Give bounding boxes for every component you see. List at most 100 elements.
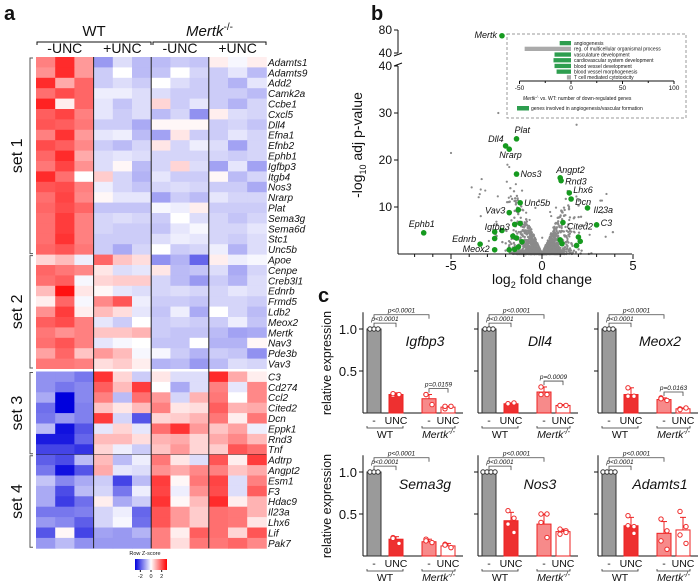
data-point xyxy=(526,242,529,245)
gene-label: Nos3 xyxy=(268,183,292,194)
heatmap-cell xyxy=(228,413,248,424)
heatmap-cell xyxy=(112,67,133,79)
heatmap-cell xyxy=(93,254,114,266)
data-point xyxy=(484,189,487,192)
heatmap-cell xyxy=(112,527,133,539)
data-point xyxy=(516,232,519,235)
heatmap-cell xyxy=(170,161,190,172)
replicate-point xyxy=(612,469,618,475)
p-value: p<0.0001 xyxy=(485,316,514,323)
data-point xyxy=(529,249,533,252)
heatmap-cell xyxy=(151,454,171,466)
heatmap-cell xyxy=(74,433,94,445)
group-label-0: WT xyxy=(612,572,629,584)
heatmap-cell xyxy=(74,348,94,359)
gene-label: Dll4 xyxy=(268,120,286,131)
inset-xlabel: vs. WT: number of down-regulated genes xyxy=(539,96,632,102)
heatmap-cell xyxy=(208,202,229,214)
set-label-3: set 3 xyxy=(9,396,26,431)
heatmap-cell xyxy=(208,161,229,172)
heatmap-cell xyxy=(228,275,248,287)
heatmap-cell xyxy=(228,433,248,445)
replicate-point xyxy=(396,540,402,547)
heatmap-cell xyxy=(55,129,75,141)
heatmap-cell xyxy=(93,192,114,203)
heatmap-cell xyxy=(55,527,75,539)
group-label-1: Mertk-/- xyxy=(657,572,691,584)
heatmap-cell xyxy=(247,265,267,276)
heatmap-cell xyxy=(247,109,267,120)
highlight-point xyxy=(499,227,505,234)
highlight-point xyxy=(559,240,565,247)
heatmap-cell xyxy=(74,150,94,162)
data-point xyxy=(528,237,532,240)
data-point xyxy=(560,229,563,233)
gene-label: Ephb1 xyxy=(268,152,297,163)
heatmap-cell xyxy=(74,306,94,318)
heatmap-cell xyxy=(74,88,94,99)
heatmap-cell xyxy=(151,67,171,79)
heatmap-cell xyxy=(189,254,210,266)
heatmap-cell xyxy=(247,475,267,487)
data-point xyxy=(547,248,551,252)
x-axis-label: log2 fold change xyxy=(492,271,592,290)
heatmap-cell xyxy=(93,358,114,370)
x-axis-label-rest: fold change xyxy=(516,271,592,287)
data-point xyxy=(506,163,509,166)
heatmap-cell xyxy=(151,358,171,370)
heatmap-cell xyxy=(228,223,248,235)
heatmap-cell xyxy=(112,454,133,466)
heatmap-cell xyxy=(55,192,75,203)
heatmap-cell xyxy=(112,423,133,435)
replicate-point xyxy=(625,393,631,399)
gene-label: Rnd3 xyxy=(268,435,292,446)
data-point xyxy=(554,222,557,225)
heatmap-cell xyxy=(132,213,152,224)
heatmap-cell xyxy=(189,171,210,183)
heatmap-cell xyxy=(247,444,267,456)
p-value: p<0.0001 xyxy=(387,308,416,315)
y-tick-label: 30 xyxy=(379,106,393,120)
heatmap-cell xyxy=(170,275,190,287)
data-point xyxy=(563,214,566,217)
heatmap-cell xyxy=(93,454,114,466)
heatmap-cell xyxy=(228,265,248,276)
heatmap-cell xyxy=(112,296,133,307)
heatmap-cell xyxy=(247,202,267,214)
inset-category-label: vasculature development xyxy=(574,52,630,58)
heatmap-cell xyxy=(170,402,190,414)
data-point xyxy=(504,242,507,245)
data-point xyxy=(531,249,535,252)
gene-label: Sema6d xyxy=(268,224,306,235)
heatmap-cell xyxy=(189,296,210,307)
heatmap-cell xyxy=(55,454,75,466)
heatmap-cell xyxy=(189,527,210,539)
heatmap-cell xyxy=(228,202,248,214)
heatmap-cell xyxy=(112,57,133,68)
heatmap-cell xyxy=(36,150,56,162)
heatmap-cell xyxy=(228,506,248,518)
heatmap-cell xyxy=(189,202,210,214)
heatmap-cell xyxy=(55,57,75,68)
heatmap-cell xyxy=(247,150,267,162)
data-point xyxy=(525,239,528,242)
point-label: Unc5b xyxy=(524,198,550,208)
y-axis-label: relative expression xyxy=(320,454,334,558)
heatmap-cell xyxy=(74,423,94,435)
heatmap-cell xyxy=(208,77,229,89)
heatmap-cell xyxy=(208,223,229,235)
heatmap-cell xyxy=(247,527,267,539)
heatmap-cell xyxy=(93,77,114,89)
data-point xyxy=(478,193,481,196)
data-point xyxy=(556,243,560,246)
data-point xyxy=(562,206,566,209)
heatmap-cell xyxy=(247,413,267,424)
point-mertk xyxy=(499,32,505,39)
heatmap-cell xyxy=(132,317,152,328)
heatmap-cell xyxy=(132,98,152,110)
point-dcn xyxy=(568,196,574,202)
data-point xyxy=(552,246,555,249)
bar xyxy=(623,525,639,557)
heatmap-cell xyxy=(170,527,190,539)
